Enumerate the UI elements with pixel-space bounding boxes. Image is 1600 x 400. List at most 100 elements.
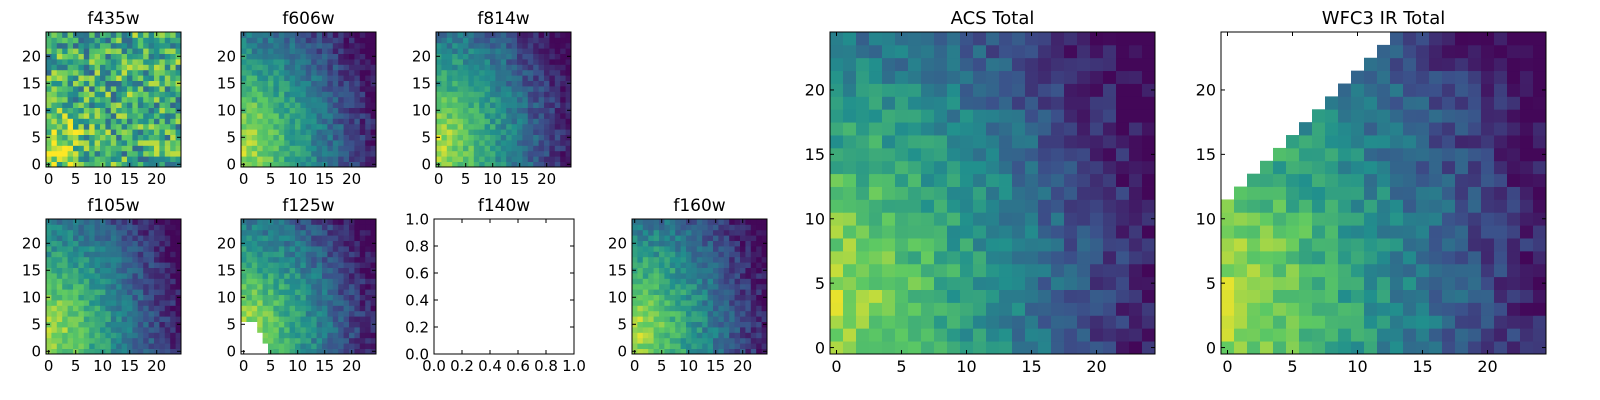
x-tick-label: 5 bbox=[71, 357, 81, 375]
heatmap-cell bbox=[1325, 160, 1339, 175]
heatmap-cell bbox=[338, 80, 344, 87]
heatmap-cell bbox=[745, 235, 752, 241]
heatmap-cell bbox=[745, 262, 752, 268]
heatmap-cell bbox=[257, 246, 263, 252]
heatmap-cell bbox=[143, 156, 149, 162]
heatmap-cell bbox=[278, 53, 285, 60]
heatmap-cell bbox=[642, 229, 649, 236]
heatmap-cell bbox=[365, 107, 371, 114]
heatmap-cell bbox=[78, 102, 85, 108]
heatmap-cell bbox=[251, 86, 258, 92]
heatmap-cell bbox=[316, 96, 323, 103]
heatmap-cell bbox=[1025, 328, 1039, 342]
heatmap-cell bbox=[338, 140, 344, 146]
heatmap-cell bbox=[544, 91, 550, 98]
heatmap-cell bbox=[500, 80, 507, 87]
heatmap-cell bbox=[761, 262, 768, 268]
heatmap-cell bbox=[257, 134, 263, 141]
heatmap-cell bbox=[148, 337, 155, 344]
heatmap-cell bbox=[46, 48, 52, 54]
heatmap-cell bbox=[1247, 302, 1261, 316]
heatmap-cell bbox=[268, 316, 274, 322]
heatmap-cell bbox=[289, 321, 296, 328]
heatmap-cell bbox=[164, 123, 171, 130]
heatmap-cell bbox=[370, 113, 377, 119]
heatmap-cell bbox=[1442, 341, 1456, 355]
heatmap-cell bbox=[538, 102, 545, 108]
heatmap-cell bbox=[648, 343, 654, 349]
heatmap-cell bbox=[127, 235, 133, 241]
heatmap-cell bbox=[756, 327, 762, 333]
heatmap-cell bbox=[327, 129, 334, 135]
heatmap-cell bbox=[484, 42, 491, 49]
heatmap-cell bbox=[338, 256, 344, 263]
y-tick-label: 0 bbox=[226, 156, 236, 174]
heatmap-cell bbox=[1429, 315, 1443, 329]
heatmap-cell bbox=[675, 289, 681, 295]
heatmap-cell bbox=[100, 140, 106, 146]
heatmap-cell bbox=[349, 229, 355, 236]
heatmap-cell bbox=[322, 337, 328, 344]
heatmap-cell bbox=[441, 118, 448, 125]
heatmap-cell bbox=[473, 91, 480, 98]
heatmap-cell bbox=[89, 229, 95, 236]
heatmap-cell bbox=[517, 145, 523, 152]
heatmap-cell bbox=[359, 273, 366, 279]
heatmap-cell bbox=[1351, 289, 1365, 303]
heatmap-cell bbox=[148, 134, 155, 141]
heatmap-cell bbox=[1064, 250, 1078, 265]
heatmap-cell bbox=[278, 294, 285, 301]
heatmap-cell bbox=[175, 48, 182, 54]
heatmap-cell bbox=[305, 118, 312, 125]
heatmap-cell bbox=[100, 235, 106, 241]
heatmap-cell bbox=[338, 337, 344, 344]
heatmap-cell bbox=[322, 278, 328, 285]
heatmap-cell bbox=[1064, 315, 1078, 329]
heatmap-cell bbox=[1364, 328, 1378, 342]
heatmap-cell bbox=[100, 145, 106, 152]
heatmap-cell bbox=[332, 145, 339, 152]
heatmap-cell bbox=[332, 348, 339, 355]
heatmap-cell bbox=[365, 80, 371, 87]
heatmap-cell bbox=[1247, 276, 1261, 290]
heatmap-cell bbox=[830, 263, 844, 278]
heatmap-cell bbox=[332, 289, 339, 295]
heatmap-cell bbox=[278, 300, 285, 306]
heatmap-cell bbox=[300, 305, 307, 312]
heatmap-cell bbox=[116, 107, 122, 114]
heatmap-cell bbox=[506, 59, 512, 65]
heatmap-cell bbox=[1312, 263, 1326, 278]
heatmap-cell bbox=[843, 302, 857, 316]
heatmap-cell bbox=[1325, 225, 1339, 239]
heatmap-cell bbox=[278, 305, 285, 312]
heatmap-cell bbox=[1299, 315, 1313, 329]
heatmap-cell bbox=[756, 289, 762, 295]
heatmap-cell bbox=[960, 186, 974, 200]
heatmap-cell bbox=[300, 310, 307, 317]
heatmap-cell bbox=[750, 235, 757, 241]
heatmap-cell bbox=[164, 32, 171, 38]
heatmap-cell bbox=[51, 332, 58, 339]
heatmap-cell bbox=[110, 53, 117, 60]
heatmap-cell bbox=[1064, 302, 1078, 316]
heatmap-cell bbox=[517, 53, 523, 60]
heatmap-cell bbox=[295, 80, 301, 87]
heatmap-cell bbox=[1116, 263, 1130, 278]
heatmap-cell bbox=[311, 91, 317, 98]
heatmap-cell bbox=[517, 134, 523, 141]
heatmap-cell bbox=[67, 310, 74, 317]
heatmap-cell bbox=[1481, 315, 1495, 329]
heatmap-cell bbox=[921, 135, 935, 149]
heatmap-cell bbox=[262, 102, 269, 108]
heatmap-cell bbox=[132, 134, 139, 141]
heatmap-cell bbox=[1012, 173, 1026, 187]
heatmap-cell bbox=[154, 86, 160, 92]
heatmap-cell bbox=[734, 262, 741, 268]
heatmap-cell bbox=[947, 315, 961, 329]
heatmap-cell bbox=[354, 48, 361, 54]
heatmap-cell bbox=[843, 160, 857, 175]
heatmap-cell bbox=[132, 327, 139, 333]
heatmap-cell bbox=[46, 251, 52, 258]
heatmap-cell bbox=[527, 59, 534, 65]
heatmap-cell bbox=[132, 262, 139, 268]
